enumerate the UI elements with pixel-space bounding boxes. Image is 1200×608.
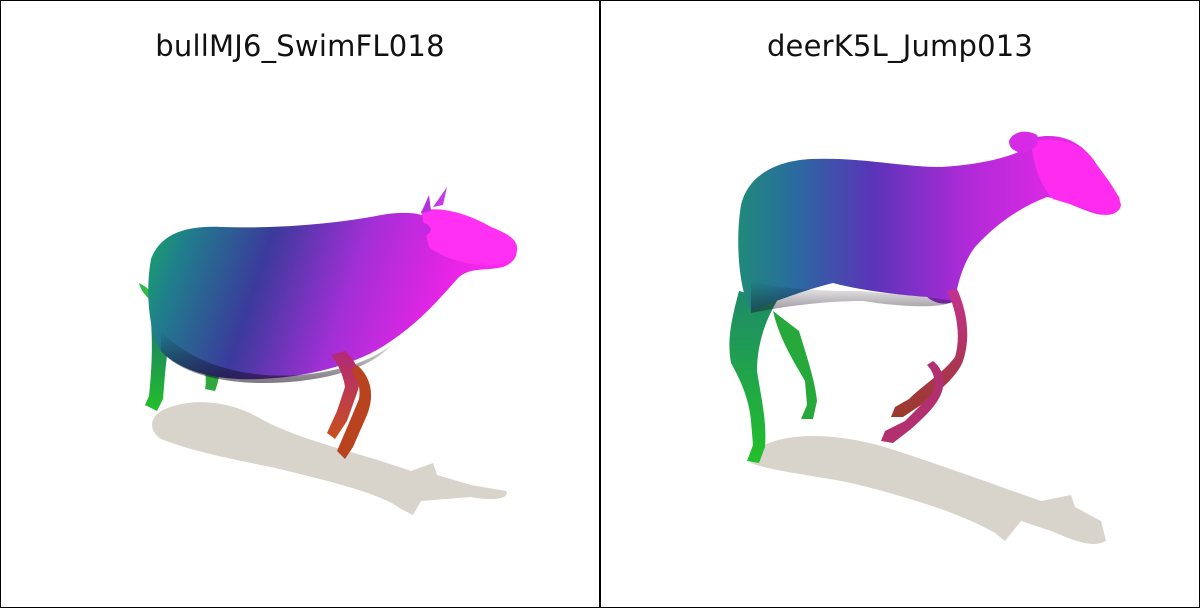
bull-ear <box>415 223 431 236</box>
panel-deer: deerK5L_Jump013 <box>601 1 1199 607</box>
bull-shadow <box>152 402 507 515</box>
bull-render <box>139 187 518 515</box>
deer-front-leg <box>891 289 968 417</box>
panel-divider <box>599 1 601 607</box>
panel-title: bullMJ6_SwimFL018 <box>155 29 445 63</box>
deer-ear <box>1009 131 1039 153</box>
deer-front-leg-2 <box>881 361 944 443</box>
deer-render <box>729 131 1121 544</box>
panel-title: deerK5L_Jump013 <box>766 29 1034 63</box>
deer-back-leg <box>729 291 777 463</box>
panel-bull: bullMJ6_SwimFL018 <box>1 1 599 607</box>
bull-body <box>148 212 517 380</box>
deer-head <box>1031 139 1121 215</box>
bull-front-leg-2 <box>337 365 372 459</box>
bull-horn-2 <box>421 195 431 213</box>
bull-head <box>421 209 518 266</box>
bull-horn <box>433 187 447 207</box>
deer-back-leg-2 <box>773 311 817 419</box>
deer-shadow <box>751 436 1106 544</box>
bull-front-leg <box>327 351 360 439</box>
deer-body <box>738 135 1121 311</box>
